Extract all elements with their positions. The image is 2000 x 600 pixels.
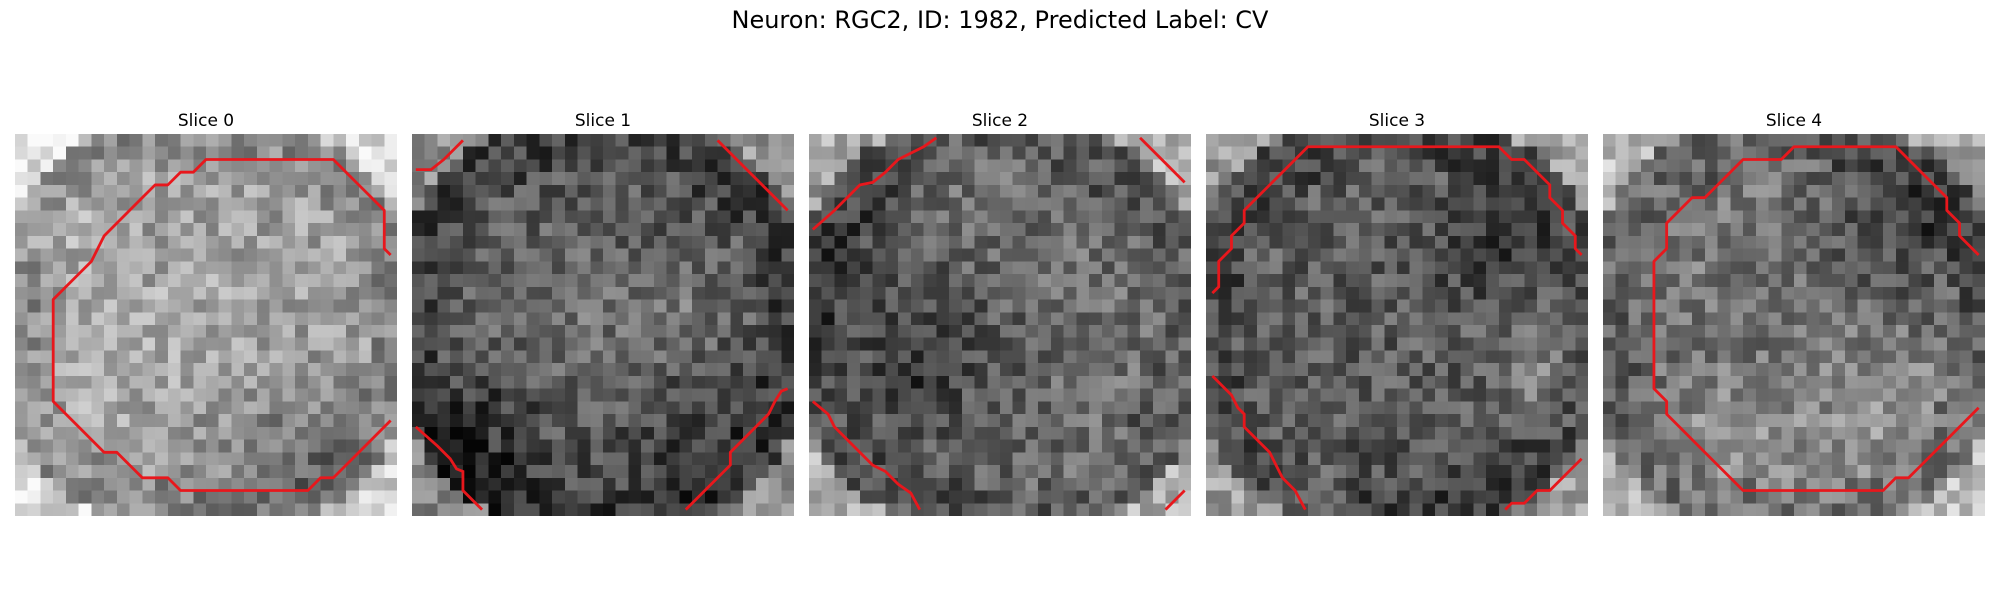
slice-panel-0: Slice 0 — [15, 110, 397, 516]
slice-title: Slice 2 — [971, 111, 1029, 131]
slice-panel-2: Slice 2 — [809, 110, 1191, 516]
contour-line — [811, 400, 922, 511]
slice-image — [1603, 134, 1985, 516]
slice-title: Slice 4 — [1765, 111, 1823, 131]
contour-line — [1211, 145, 1583, 295]
contour-line — [684, 387, 789, 511]
contour-line — [1211, 374, 1307, 511]
contour-line — [1652, 145, 1980, 492]
slice-title: Slice 0 — [177, 111, 235, 131]
slice-image — [412, 134, 794, 516]
slice-title: Slice 1 — [574, 111, 632, 131]
figure-title: Neuron: RGC2, ID: 1982, Predicted Label:… — [731, 6, 1269, 34]
contour-line — [415, 139, 464, 172]
contour-line — [716, 139, 789, 212]
slice-image — [15, 134, 397, 516]
contour-line — [51, 158, 392, 492]
slice-panel-3: Slice 3 — [1206, 110, 1588, 516]
slice-image — [809, 134, 1191, 516]
slice-title: Slice 3 — [1368, 111, 1426, 131]
slice-panel-1: Slice 1 — [412, 110, 794, 516]
contour-line — [1164, 489, 1186, 511]
slice-image — [1206, 134, 1588, 516]
contour-line — [811, 136, 938, 231]
contour-line — [1504, 457, 1583, 511]
contour-line — [414, 425, 484, 511]
contour-line — [1139, 136, 1186, 184]
slice-panel-4: Slice 4 — [1603, 110, 1985, 516]
